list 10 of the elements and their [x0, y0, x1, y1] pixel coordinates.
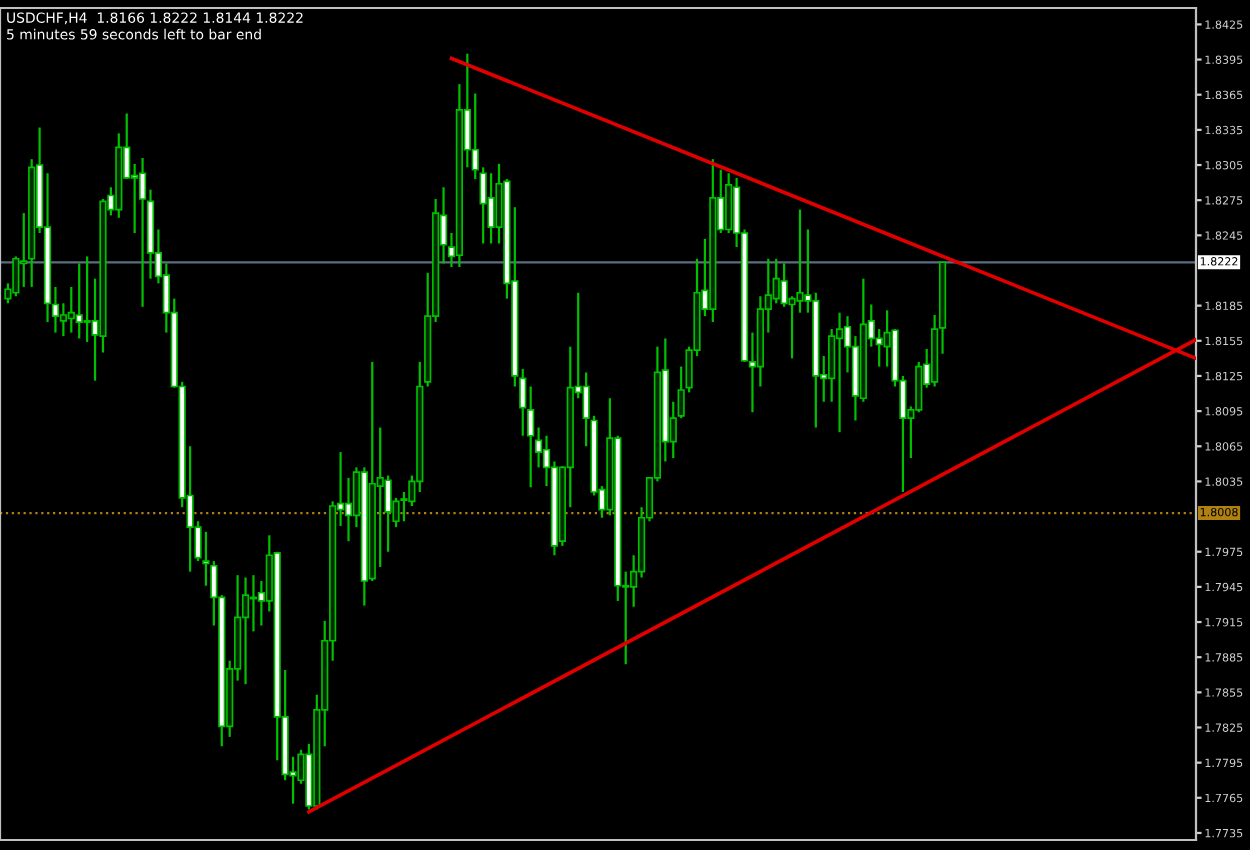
candlestick [384, 474, 392, 553]
candlestick [875, 327, 883, 368]
candlestick [83, 255, 91, 344]
candlestick [772, 257, 780, 305]
candlestick [138, 156, 147, 308]
candlestick [835, 311, 844, 434]
candlestick [241, 576, 250, 686]
candlestick [12, 255, 20, 298]
candlestick [487, 172, 495, 245]
candlestick [75, 262, 83, 340]
